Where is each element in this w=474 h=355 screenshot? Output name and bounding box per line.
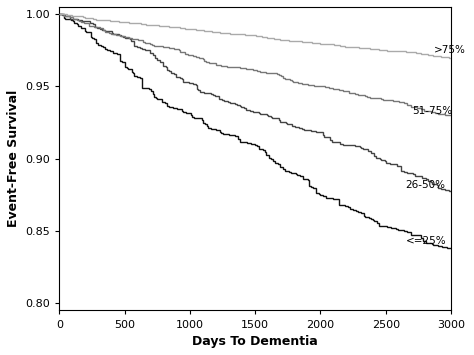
Text: 26-50%: 26-50%: [405, 180, 446, 190]
Text: >75%: >75%: [434, 45, 466, 55]
Text: 51-75%: 51-75%: [412, 106, 452, 116]
X-axis label: Days To Dementia: Days To Dementia: [192, 335, 318, 348]
Y-axis label: Event-Free Survival: Event-Free Survival: [7, 90, 20, 227]
Text: <=25%: <=25%: [405, 236, 446, 246]
